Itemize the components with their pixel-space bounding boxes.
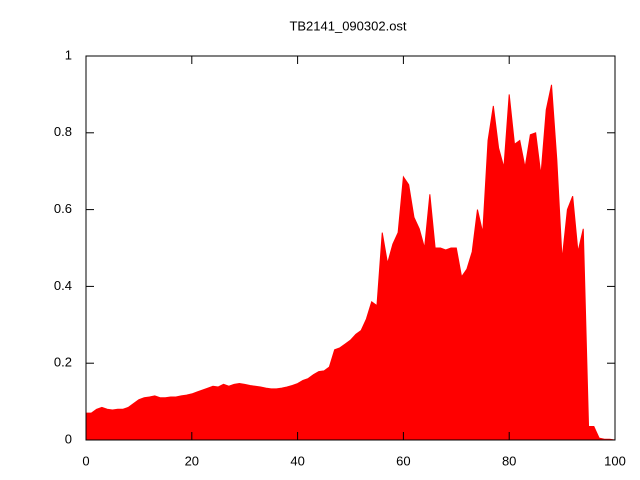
- x-tick-label: 80: [502, 453, 516, 468]
- y-tick-label: 0: [65, 431, 72, 446]
- y-tick-label: 1: [65, 47, 72, 62]
- x-tick-label: 100: [604, 453, 626, 468]
- x-tick-label: 60: [396, 453, 410, 468]
- y-tick-label: 0.2: [54, 355, 72, 370]
- area: [85, 84, 616, 441]
- x-tick-label: 20: [185, 453, 199, 468]
- chart-title: TB2141_090302.ost: [289, 18, 406, 33]
- y-tick-label: 0.6: [54, 201, 72, 216]
- y-tick-label: 0.4: [54, 278, 72, 293]
- y-tick-label: 0.8: [54, 124, 72, 139]
- x-tick-label: 40: [290, 453, 304, 468]
- plot-border: [85, 55, 616, 441]
- x-tick-label: 0: [82, 453, 89, 468]
